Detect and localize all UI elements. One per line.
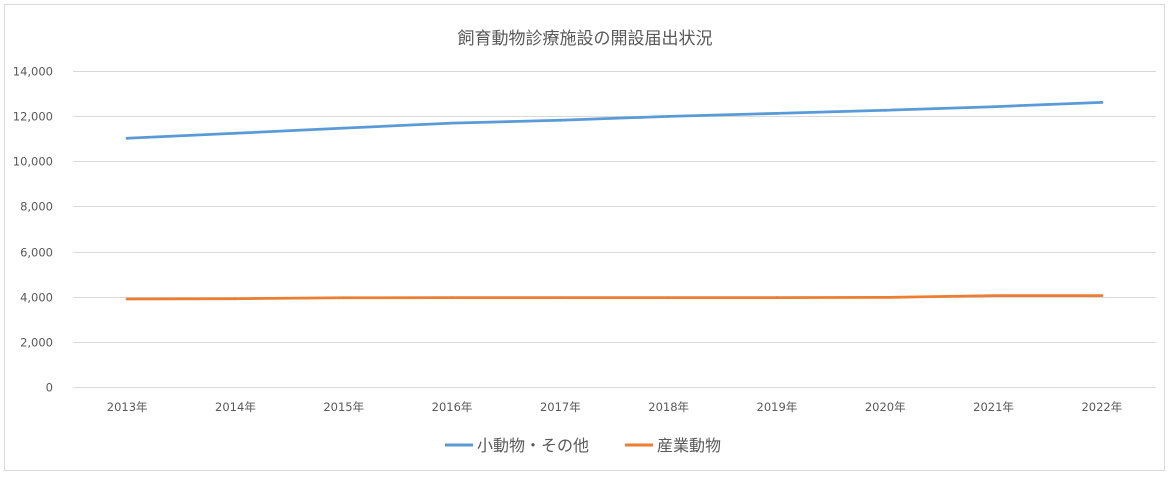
data-point	[450, 296, 454, 299]
data-point	[342, 296, 346, 300]
data-point	[883, 296, 887, 299]
legend-label-1: 産業動物	[657, 436, 721, 455]
x-tick-label: 2021年	[973, 400, 1014, 414]
data-point	[234, 131, 237, 135]
x-tick-label: 2013年	[107, 400, 148, 414]
y-axis-tick-labels: 0 2,000 4,000 6,000 8,000 10,000 12,000 14,000	[13, 65, 53, 395]
y-tick-label: 6,000	[20, 246, 53, 260]
y-tick-label: 14,000	[13, 65, 53, 79]
x-axis-tick-labels: 2013年 2014年 2015年 2016年 2017年 2018年 2019年 2020年…	[107, 400, 1122, 414]
data-point	[992, 105, 995, 109]
y-tick-label: 12,000	[13, 110, 53, 124]
chart-title: 飼育動物診療施設の開設届出状況	[458, 29, 713, 49]
data-point	[883, 108, 887, 112]
data-point	[775, 112, 779, 115]
data-point	[1100, 101, 1104, 104]
data-point	[667, 296, 670, 299]
y-tick-label: 2,000	[20, 336, 53, 350]
series-line-1	[125, 294, 1104, 301]
x-tick-label: 2016年	[432, 400, 473, 414]
legend-label-0: 小動物・その他	[477, 436, 589, 455]
x-tick-label: 2018年	[648, 400, 689, 414]
x-tick-label: 2017年	[540, 400, 581, 414]
x-tick-label: 2020年	[865, 400, 906, 414]
legend: 小動物・その他 産業動物	[445, 436, 721, 455]
y-tick-label: 10,000	[13, 155, 53, 169]
x-tick-label: 2019年	[757, 400, 798, 414]
data-point	[558, 118, 562, 122]
y-tick-label: 8,000	[20, 200, 53, 214]
data-point	[234, 297, 237, 301]
x-tick-label: 2015年	[323, 400, 364, 414]
x-tick-label: 2014年	[215, 400, 256, 414]
x-tick-label: 2022年	[1081, 400, 1122, 414]
data-point	[342, 126, 346, 130]
y-tick-label: 0	[46, 381, 53, 395]
data-point	[1100, 294, 1104, 297]
data-point	[125, 297, 129, 301]
y-tick-label: 4,000	[20, 291, 53, 305]
data-point	[992, 294, 995, 297]
series-line-0	[125, 101, 1104, 140]
data-point	[775, 296, 779, 299]
chart-frame: 飼育動物診療施設の開設届出状況 0 2,000 4,000 6,000 8,000 10,…	[4, 4, 1165, 471]
data-point	[667, 115, 670, 118]
data-point	[450, 121, 454, 125]
line-chart: 飼育動物診療施設の開設届出状況 0 2,000 4,000 6,000 8,000 10,…	[13, 29, 1156, 455]
data-point	[558, 296, 562, 299]
data-point	[125, 136, 129, 140]
series-lines	[125, 101, 1104, 301]
